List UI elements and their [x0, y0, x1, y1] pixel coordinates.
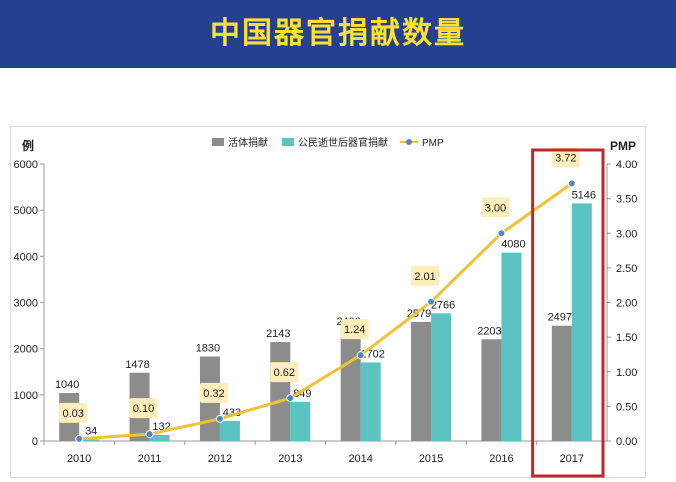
pmp-label-box	[270, 362, 299, 383]
left-axis-tick-label: 2000	[14, 344, 38, 356]
bar-living	[551, 325, 572, 441]
x-axis-tick-label: 2012	[208, 453, 232, 465]
legend-swatch-1	[282, 138, 294, 146]
bar-living	[270, 342, 291, 441]
pmp-label-box	[59, 402, 88, 423]
bar-data-label: 4080	[501, 239, 525, 251]
right-axis-tick-label: 1.50	[616, 332, 637, 344]
x-axis-tick-label: 2016	[489, 453, 513, 465]
legend-label-1: 公民逝世后器官捐献	[298, 136, 388, 149]
pmp-label-box	[199, 382, 228, 403]
bar-living	[481, 339, 502, 441]
pmp-data-label: 0.62	[274, 367, 295, 379]
pmp-point	[75, 434, 84, 443]
right-axis-tick-label: 3.00	[616, 228, 637, 240]
x-axis-tick-label: 2011	[138, 453, 162, 465]
pmp-label-box	[481, 197, 510, 218]
left-axis-tick-label: 0	[32, 436, 38, 448]
legend-label-2: PMP	[422, 138, 444, 149]
pmp-data-label: 2.01	[414, 271, 435, 283]
right-axis-label: PMP	[610, 139, 636, 153]
bar-data-label: 34	[85, 425, 97, 437]
pmp-data-label: 0.10	[133, 403, 154, 415]
bar-deceased	[501, 252, 522, 441]
bar-deceased	[290, 401, 311, 441]
left-axis-tick-label: 3000	[14, 298, 38, 310]
bar-data-label: 2766	[431, 299, 455, 311]
left-axis-tick-label: 6000	[14, 159, 38, 171]
right-axis-tick-label: 3.50	[616, 194, 637, 206]
pmp-label-box	[129, 398, 158, 419]
pmp-point	[215, 414, 224, 423]
page-title: 中国器官捐献数量	[210, 16, 466, 51]
pmp-line	[79, 182, 573, 441]
bar-living	[411, 321, 432, 441]
pmp-label-box	[551, 147, 580, 168]
left-axis-tick-label: 5000	[14, 205, 38, 217]
bar-data-label: 2497	[548, 312, 572, 324]
bar-deceased	[149, 434, 170, 441]
highlight-box-2017	[531, 148, 605, 478]
right-axis-tick-label: 1.00	[616, 367, 637, 379]
legend-swatch-0	[212, 138, 224, 146]
pmp-data-label: 3.00	[485, 202, 506, 214]
pmp-point	[356, 351, 365, 360]
bar-data-label: 5146	[572, 189, 596, 201]
bar-deceased	[79, 439, 100, 441]
title-banner	[0, 0, 676, 68]
bar-data-label: 1040	[55, 379, 79, 391]
pmp-label-box	[340, 319, 369, 340]
pmp-point	[427, 297, 436, 306]
bar-data-label: 1478	[125, 359, 149, 371]
right-axis-tick-label: 2.00	[616, 298, 637, 310]
x-axis-tick-label: 2013	[278, 453, 302, 465]
pmp-data-label: 3.72	[555, 152, 576, 164]
x-axis-tick-label: 2014	[348, 453, 372, 465]
legend-label-0: 活体捐献	[228, 136, 268, 149]
bar-data-label: 2143	[266, 328, 290, 340]
left-axis-label: 例	[22, 138, 34, 153]
bar-data-label: 2203	[477, 325, 501, 337]
pmp-point	[145, 430, 154, 439]
bar-data-label: 1830	[196, 343, 220, 355]
bar-deceased	[431, 313, 452, 441]
pmp-point	[497, 229, 506, 238]
bar-deceased	[360, 362, 381, 441]
right-axis-tick-label: 0.00	[616, 436, 637, 448]
bar-deceased	[219, 421, 240, 441]
pmp-label-box	[411, 265, 440, 286]
x-axis-tick-label: 2017	[560, 453, 584, 465]
x-axis-tick-label: 2015	[419, 453, 443, 465]
right-axis-tick-label: 2.50	[616, 263, 637, 275]
pmp-point	[567, 179, 576, 188]
x-axis-tick-label: 2010	[67, 453, 91, 465]
right-axis-tick-label: 4.00	[616, 159, 637, 171]
bar-deceased	[571, 203, 592, 441]
pmp-data-label: 1.24	[344, 324, 365, 336]
pmp-data-label: 0.32	[203, 388, 224, 400]
legend-marker	[406, 139, 412, 145]
bar-data-label: 849	[293, 388, 311, 400]
pmp-data-label: 0.03	[62, 408, 83, 420]
left-axis-tick-label: 4000	[14, 251, 38, 263]
left-axis-tick-label: 1000	[14, 390, 38, 402]
bar-living	[340, 330, 361, 441]
pmp-point	[286, 394, 295, 403]
chart-card	[10, 126, 646, 478]
right-axis-tick-label: 0.50	[616, 401, 637, 413]
